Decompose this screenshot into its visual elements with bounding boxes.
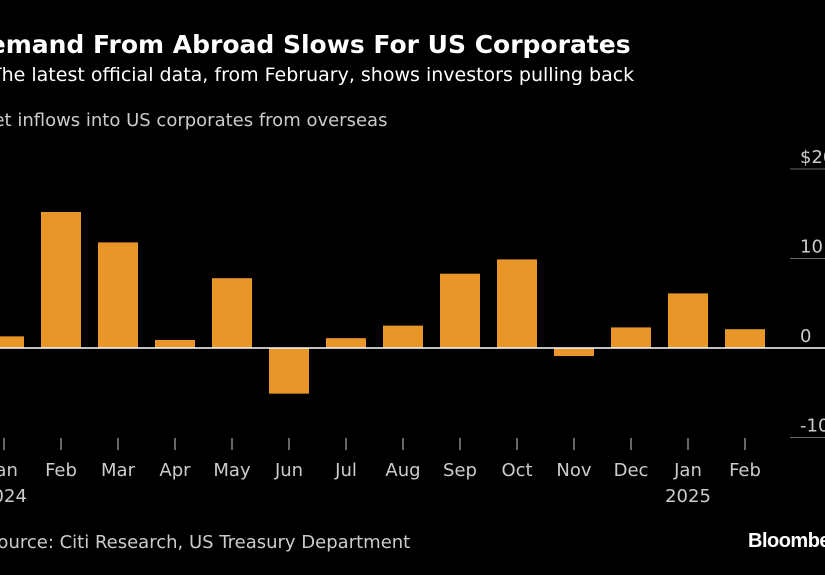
x-tick-label: Sep [443, 460, 477, 481]
x-tick-label: Dec [614, 460, 649, 481]
x-tick-label: Jan [673, 460, 702, 481]
y-tick-label: 10 [800, 237, 823, 258]
x-tick-label: Mar [101, 460, 136, 481]
bar [725, 329, 765, 348]
source-note: Source: Citi Research, US Treasury Depar… [0, 532, 411, 553]
series-label: Net inflows into US corporates from over… [0, 110, 388, 131]
bar [554, 348, 594, 357]
x-tick-label: Nov [556, 460, 591, 481]
x-axis [0, 347, 825, 450]
bar [497, 259, 537, 348]
x-tick-label: Apr [159, 460, 191, 481]
bar [0, 336, 24, 348]
chart-title: Demand From Abroad Slows For US Corporat… [0, 30, 631, 59]
x-year-label: 2025 [665, 486, 711, 507]
bar [155, 339, 195, 348]
bloomberg-logo: Bloomberg [748, 530, 825, 552]
bar [383, 325, 423, 348]
y-tick-label: 0 [800, 326, 811, 347]
x-tick-label: Jul [334, 460, 357, 481]
chart-subtitle: The latest official data, from February,… [0, 64, 635, 86]
bar [440, 273, 480, 348]
bar [41, 211, 81, 348]
bars [0, 211, 765, 394]
x-tick-label: Feb [729, 460, 761, 481]
bar [611, 327, 651, 348]
x-tick-label: Aug [385, 460, 420, 481]
y-tick-labels: -10 0 10 $20B [800, 147, 825, 437]
x-tick-label: Jun [274, 460, 303, 481]
y-tick-label: $20B [800, 147, 825, 168]
bar [326, 338, 366, 348]
bar [668, 293, 708, 348]
grid-lines [790, 168, 825, 438]
x-year-label: 2024 [0, 486, 27, 507]
x-tick-label: Jan [0, 460, 18, 481]
x-tick-label: May [213, 460, 251, 481]
bar [269, 348, 309, 394]
y-tick-label: -10 [800, 416, 825, 437]
bar [98, 242, 138, 348]
bar [212, 278, 252, 348]
bar-chart: Jan Feb Mar Apr May Jun Jul Aug Sep Oct Nov Dec Jan F… [0, 147, 825, 507]
x-tick-label: Feb [45, 460, 77, 481]
x-tick-labels: Jan Feb Mar Apr May Jun Jul Aug Sep Oct Nov Dec Jan F… [0, 460, 761, 507]
x-tick-label: Oct [501, 460, 532, 481]
